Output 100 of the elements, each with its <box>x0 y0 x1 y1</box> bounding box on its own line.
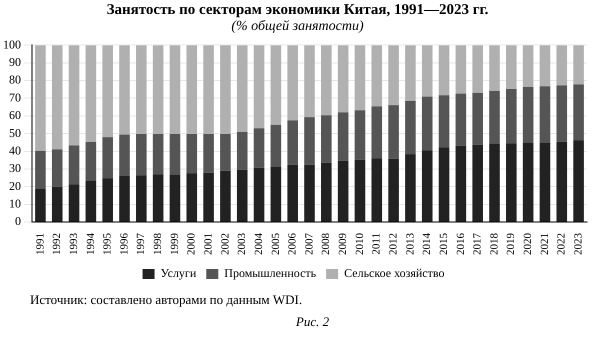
bar <box>35 188 46 222</box>
bar <box>287 120 298 165</box>
x-tick-label: 2003 <box>236 232 248 255</box>
x-tick-label: 1995 <box>102 232 114 255</box>
x-tick-label: 2021 <box>538 233 551 255</box>
bar <box>338 160 348 222</box>
bar <box>321 162 332 222</box>
x-tick-label: 1994 <box>84 232 97 255</box>
bar <box>489 90 500 144</box>
bar <box>506 45 517 90</box>
bar <box>405 100 416 154</box>
bar <box>119 45 130 135</box>
bar <box>472 92 483 145</box>
bar <box>304 164 315 222</box>
x-tick-label: 2013 <box>404 232 416 255</box>
bar <box>422 96 433 150</box>
bar <box>102 137 113 179</box>
bar <box>354 45 366 110</box>
bar <box>186 134 198 174</box>
bar <box>405 154 416 222</box>
bar <box>254 45 264 128</box>
bar <box>456 94 466 146</box>
legend-label: Услуги <box>160 266 197 280</box>
x-tick-label: 2006 <box>286 232 299 255</box>
legend-label: Промышленность <box>224 266 317 280</box>
bar <box>68 184 80 222</box>
bar <box>287 164 298 222</box>
bar <box>254 128 264 168</box>
x-tick-label: 1997 <box>135 232 148 255</box>
bar <box>573 45 584 84</box>
bar <box>304 117 315 165</box>
bar <box>388 105 399 159</box>
bar <box>52 186 63 222</box>
bar <box>522 86 534 143</box>
bar <box>152 45 164 134</box>
x-tick-label: 1999 <box>168 232 181 255</box>
bar <box>86 142 96 181</box>
x-tick-label: 2008 <box>320 232 332 255</box>
bar <box>86 180 96 222</box>
bar <box>254 168 264 222</box>
bar <box>540 86 550 143</box>
y-tick-label: 40 <box>9 143 21 158</box>
bar <box>152 134 164 174</box>
bar <box>287 45 298 120</box>
x-tick-label: 2002 <box>219 233 232 255</box>
y-tick-label: 0 <box>15 214 21 228</box>
bar <box>220 170 231 222</box>
y-tick-label: 80 <box>9 72 21 87</box>
bar <box>270 124 282 167</box>
bar <box>136 45 147 134</box>
bar <box>270 166 282 222</box>
bar <box>119 134 130 176</box>
bar <box>489 144 500 222</box>
x-tick-label: 2000 <box>186 232 198 255</box>
bar <box>136 175 147 222</box>
text: Источник: составлено авторами по данным WDI. <box>29 292 304 308</box>
bar <box>573 140 584 222</box>
x-tick-label: 2018 <box>488 232 500 255</box>
bar <box>338 112 348 161</box>
y-tick-label: 90 <box>9 55 21 70</box>
bar <box>136 134 147 176</box>
bar <box>522 142 534 222</box>
chart-subtitle: (% общей занятости) <box>230 19 365 35</box>
bar <box>438 95 450 148</box>
text: Рис. 2 <box>294 314 330 330</box>
bar <box>388 45 399 106</box>
bar <box>506 89 517 144</box>
bar <box>438 45 450 96</box>
bar <box>170 45 180 134</box>
bar <box>556 86 568 142</box>
legend-label: Сельское хозяйство <box>344 266 444 280</box>
bar <box>102 45 113 138</box>
x-tick-label: 1996 <box>118 232 130 255</box>
bar <box>388 158 399 222</box>
bar <box>354 160 366 222</box>
bar <box>203 172 214 222</box>
x-tick-label: 1993 <box>68 232 80 255</box>
x-tick-label: 2012 <box>387 233 400 255</box>
bar <box>86 45 96 142</box>
bar <box>270 45 282 125</box>
bar <box>338 45 348 112</box>
bar <box>52 149 63 187</box>
x-tick-label: 2010 <box>354 232 366 255</box>
y-tick-label: 30 <box>9 161 21 176</box>
bar <box>203 134 214 173</box>
bar <box>472 45 483 93</box>
x-tick-label: 2009 <box>337 232 350 255</box>
x-tick-label: 1998 <box>152 232 164 255</box>
bar <box>422 45 433 97</box>
y-tick-label: 20 <box>9 178 21 193</box>
bar <box>522 45 534 87</box>
bar <box>220 45 231 134</box>
bar <box>35 45 46 151</box>
bar <box>422 150 433 222</box>
x-tick-label: 2019 <box>505 232 518 255</box>
x-tick-label: 2020 <box>522 232 534 255</box>
bar <box>236 45 248 132</box>
y-tick-label: 100 <box>3 37 21 52</box>
y-tick-label: 10 <box>9 196 21 210</box>
bar <box>102 178 113 222</box>
